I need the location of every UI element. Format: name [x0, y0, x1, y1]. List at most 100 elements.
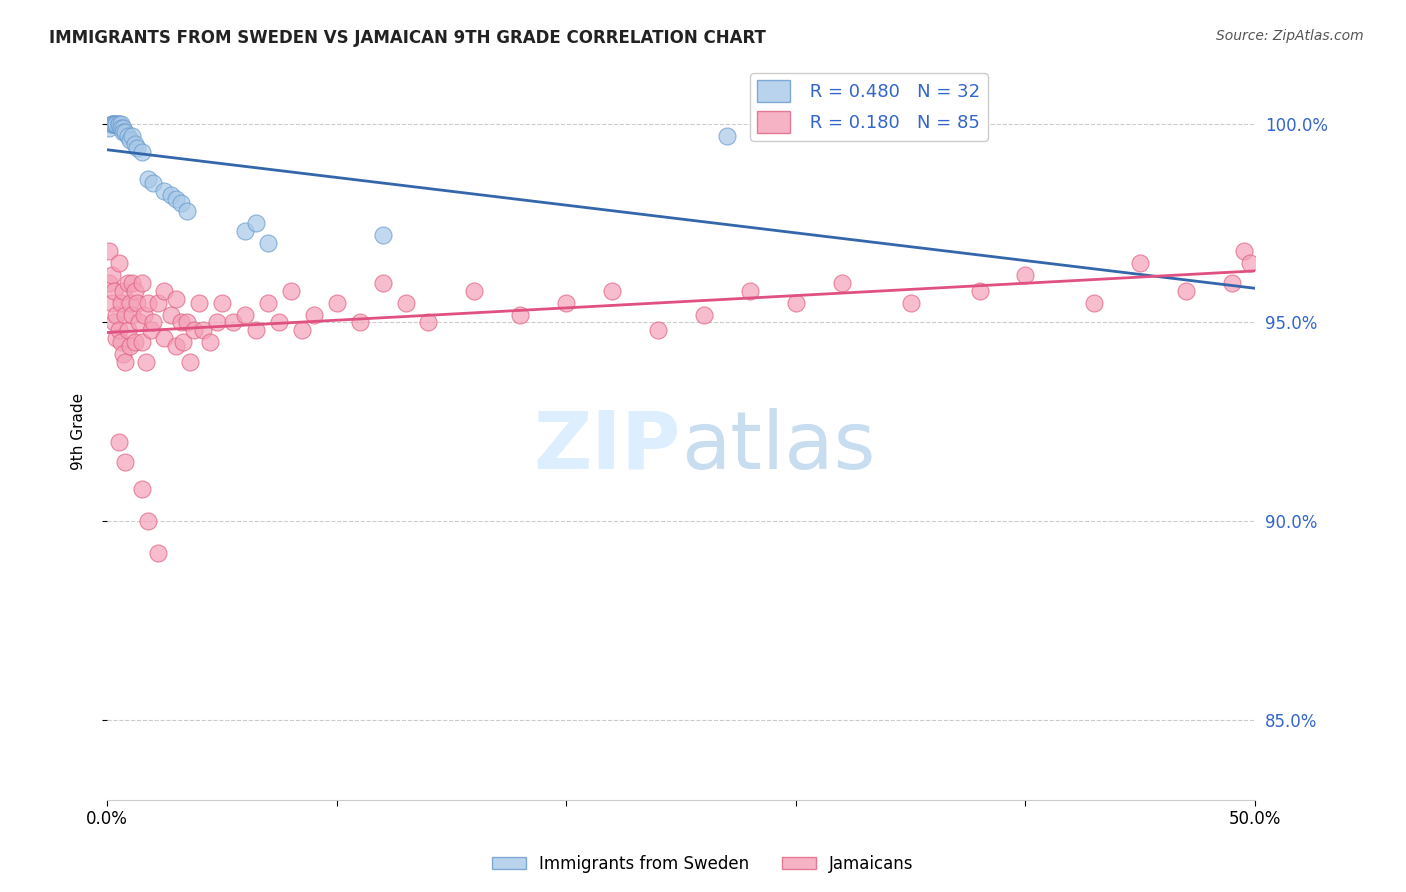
Point — [1129, 256, 1152, 270]
Point — [245, 216, 267, 230]
Point — [114, 454, 136, 468]
Point — [138, 295, 160, 310]
Text: Source: ZipAtlas.com: Source: ZipAtlas.com — [1216, 29, 1364, 43]
Point — [900, 295, 922, 310]
Point — [118, 132, 141, 146]
Point — [117, 276, 139, 290]
Point — [112, 120, 135, 135]
Point — [131, 483, 153, 497]
Point — [233, 308, 256, 322]
Point — [112, 347, 135, 361]
Point — [105, 117, 128, 131]
Point — [647, 323, 669, 337]
Point — [105, 308, 128, 322]
Point — [325, 295, 347, 310]
Point — [121, 308, 143, 322]
Point — [153, 284, 176, 298]
Point — [969, 284, 991, 298]
Point — [110, 120, 132, 135]
Point — [1239, 256, 1261, 270]
Point — [291, 323, 314, 337]
Point — [103, 117, 125, 131]
Text: IMMIGRANTS FROM SWEDEN VS JAMAICAN 9TH GRADE CORRELATION CHART: IMMIGRANTS FROM SWEDEN VS JAMAICAN 9TH G… — [49, 29, 766, 46]
Point — [128, 316, 150, 330]
Point — [193, 323, 215, 337]
Point — [371, 276, 394, 290]
Point — [105, 117, 128, 131]
Point — [98, 244, 121, 258]
Point — [256, 235, 278, 250]
Point — [418, 316, 440, 330]
Point — [1232, 244, 1254, 258]
Point — [207, 316, 229, 330]
Point — [1083, 295, 1105, 310]
Point — [831, 276, 853, 290]
Point — [105, 331, 128, 345]
Point — [187, 295, 209, 310]
Point — [371, 227, 394, 242]
Point — [269, 316, 291, 330]
Point — [107, 117, 129, 131]
Point — [169, 196, 191, 211]
Point — [125, 140, 148, 154]
Point — [114, 355, 136, 369]
Point — [103, 284, 125, 298]
Point — [121, 276, 143, 290]
Point — [139, 323, 162, 337]
Point — [107, 434, 129, 449]
Legend: Immigrants from Sweden, Jamaicans: Immigrants from Sweden, Jamaicans — [485, 848, 921, 880]
Point — [107, 323, 129, 337]
Point — [222, 316, 245, 330]
Point — [555, 295, 578, 310]
Point — [146, 295, 169, 310]
Point — [107, 117, 129, 131]
Point — [349, 316, 371, 330]
Point — [110, 335, 132, 350]
Point — [211, 295, 233, 310]
Point — [172, 335, 194, 350]
Point — [124, 335, 146, 350]
Point — [138, 172, 160, 186]
Point — [124, 284, 146, 298]
Point — [98, 120, 121, 135]
Point — [112, 284, 135, 298]
Point — [118, 295, 141, 310]
Point — [135, 355, 157, 369]
Point — [179, 355, 201, 369]
Point — [160, 308, 183, 322]
Point — [153, 184, 176, 198]
Point — [169, 316, 191, 330]
Point — [165, 339, 187, 353]
Text: ZIP: ZIP — [534, 408, 681, 485]
Point — [600, 284, 623, 298]
Text: atlas: atlas — [681, 408, 876, 485]
Point — [693, 308, 716, 322]
Point — [100, 268, 122, 282]
Point — [118, 339, 141, 353]
Point — [280, 284, 302, 298]
Point — [176, 204, 198, 219]
Point — [200, 335, 222, 350]
Point — [107, 256, 129, 270]
Point — [176, 316, 198, 330]
Point — [160, 188, 183, 202]
Point — [112, 125, 135, 139]
Point — [716, 128, 738, 143]
Point — [138, 514, 160, 528]
Point — [131, 335, 153, 350]
Point — [183, 323, 205, 337]
Point — [738, 284, 761, 298]
Point — [114, 308, 136, 322]
Point — [1220, 276, 1243, 290]
Point — [100, 117, 122, 131]
Point — [165, 192, 187, 206]
Point — [100, 295, 122, 310]
Legend:  R = 0.480   N = 32,  R = 0.180   N = 85: R = 0.480 N = 32, R = 0.180 N = 85 — [751, 73, 987, 141]
Point — [785, 295, 807, 310]
Point — [302, 308, 325, 322]
Point — [509, 308, 531, 322]
Point — [142, 316, 165, 330]
Point — [117, 323, 139, 337]
Point — [103, 316, 125, 330]
Point — [110, 117, 132, 131]
